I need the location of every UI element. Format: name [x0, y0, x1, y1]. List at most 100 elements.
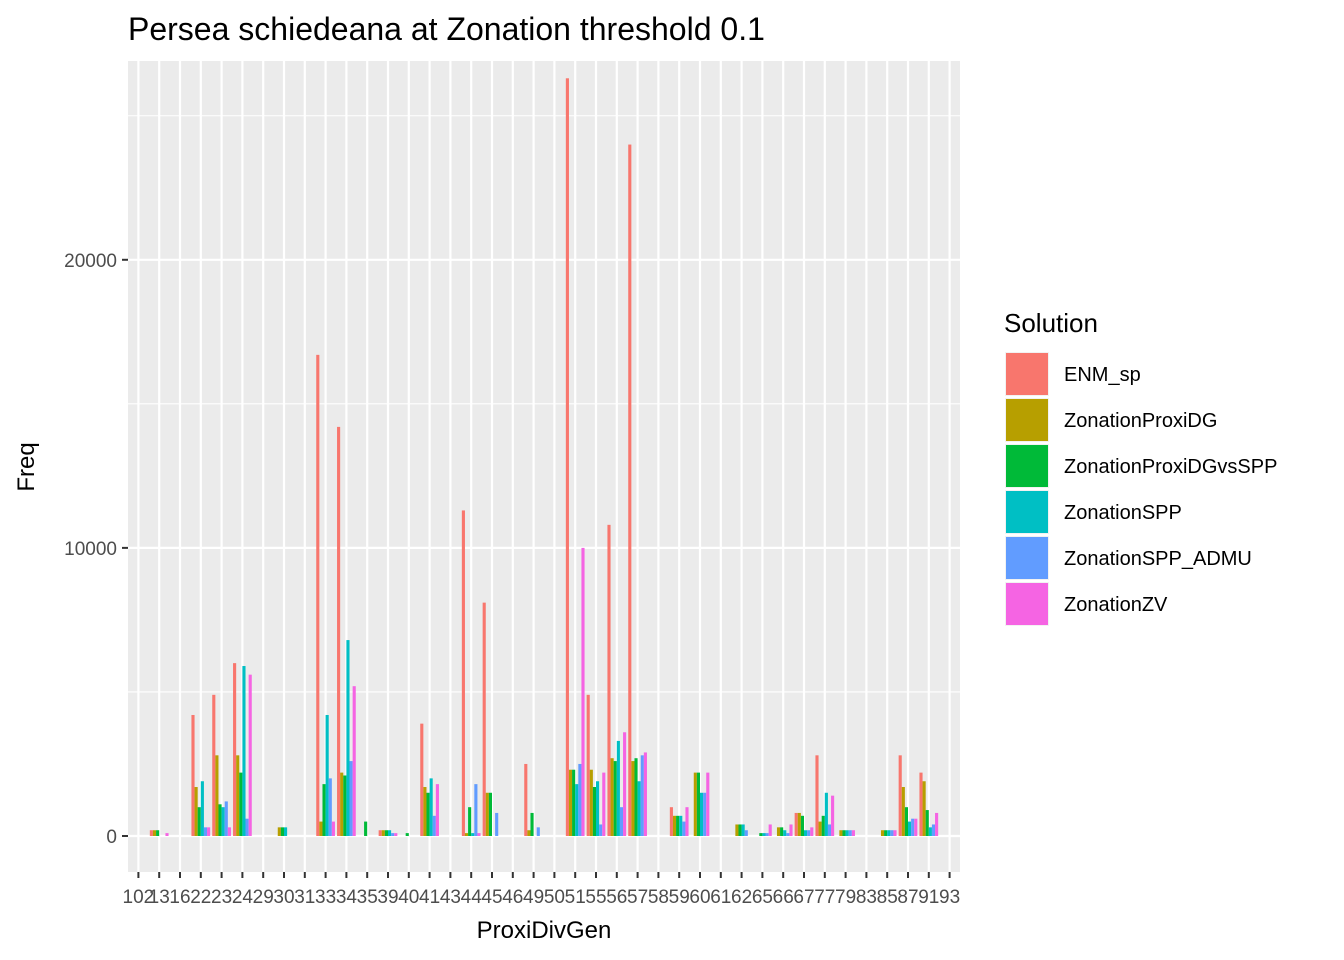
bar: [789, 824, 793, 836]
bar: [405, 833, 409, 836]
bar: [672, 815, 677, 836]
bar: [236, 755, 240, 836]
bar: [851, 830, 855, 836]
bar: [423, 787, 427, 836]
bar: [432, 815, 436, 836]
bar: [435, 784, 439, 836]
chart-title: Persea schiedeana at Zonation threshold …: [128, 11, 765, 47]
x-axis-title: ProxiDivGen: [477, 917, 612, 944]
bar: [248, 674, 252, 836]
bar: [679, 815, 683, 836]
bar: [197, 807, 201, 836]
x-tick-label: 56: [606, 887, 627, 908]
bar: [797, 812, 801, 836]
bar: [328, 778, 332, 836]
x-tick-label: 22: [190, 887, 211, 908]
legend-key: [1006, 353, 1048, 395]
bar: [565, 78, 569, 836]
bar: [319, 821, 323, 836]
bar: [904, 807, 908, 836]
bar: [616, 740, 620, 836]
bar: [637, 781, 641, 836]
bar: [227, 827, 231, 836]
bar: [340, 772, 344, 836]
bar: [530, 812, 534, 836]
bar: [572, 769, 576, 836]
bar: [589, 769, 593, 836]
x-tick-label: 43: [440, 887, 461, 908]
bar: [599, 824, 603, 836]
bar: [200, 781, 204, 836]
bar: [471, 833, 475, 836]
bar: [384, 830, 388, 836]
bar: [738, 824, 742, 836]
legend-label: ZonationZV: [1064, 594, 1168, 616]
bar: [893, 830, 897, 836]
bar: [477, 833, 481, 836]
bar: [215, 755, 219, 836]
bar: [925, 810, 929, 836]
bar: [880, 830, 885, 836]
bar: [839, 830, 843, 836]
bar: [776, 827, 781, 836]
bar: [759, 833, 763, 836]
bar: [935, 812, 939, 836]
x-tick-label: 83: [856, 887, 877, 908]
x-tick-label: 61: [710, 887, 731, 908]
plot-panel: [128, 61, 960, 872]
legend-label: ZonationSPP_ADMU: [1064, 548, 1252, 570]
x-tick-label: 33: [315, 887, 336, 908]
bar: [218, 804, 222, 836]
bar: [474, 784, 478, 836]
x-tick-label: 102: [123, 887, 155, 908]
bar: [343, 775, 347, 836]
grid-lines: [128, 61, 960, 872]
bar: [221, 807, 225, 836]
bar: [277, 827, 281, 836]
x-tick-label: 31: [294, 887, 315, 908]
bar: [810, 827, 814, 836]
bar: [768, 824, 772, 836]
bar: [426, 792, 430, 836]
bar: [156, 830, 160, 836]
bar: [429, 778, 433, 836]
bar: [394, 833, 398, 836]
bar: [685, 807, 689, 836]
bar: [898, 755, 902, 836]
bar: [744, 830, 748, 836]
bar: [212, 694, 216, 836]
bar: [807, 830, 811, 836]
bar: [703, 792, 707, 836]
bar: [631, 761, 635, 836]
bar: [800, 815, 804, 836]
bar: [623, 732, 627, 836]
bar: [762, 833, 766, 836]
legend-key: [1006, 399, 1048, 441]
y-tick-label: 0: [106, 827, 117, 848]
x-tick-label: 23: [211, 887, 232, 908]
bar: [815, 755, 819, 836]
x-tick-label: 41: [419, 887, 440, 908]
bar: [464, 833, 469, 836]
bar: [643, 752, 647, 836]
x-tick-label: 49: [523, 887, 544, 908]
bar: [325, 714, 329, 836]
bar: [381, 830, 385, 836]
bar: [890, 830, 894, 836]
x-tick-label: 13: [149, 887, 170, 908]
x-tick-label: 59: [669, 887, 690, 908]
bar: [741, 824, 745, 836]
bar: [931, 824, 936, 836]
bar: [352, 686, 356, 836]
y-tick-label: 20000: [64, 251, 117, 272]
x-tick-label: 66: [773, 887, 794, 908]
x-tick-label: 55: [585, 887, 606, 908]
legend: Solution ENM_sp ZonationProxiDG ZonationPr…: [1004, 308, 1277, 626]
x-tick-label: 24: [232, 887, 254, 908]
bar: [682, 821, 686, 836]
bar: [284, 827, 288, 836]
y-axis-title: Freq: [13, 442, 40, 491]
bar: [669, 807, 673, 836]
